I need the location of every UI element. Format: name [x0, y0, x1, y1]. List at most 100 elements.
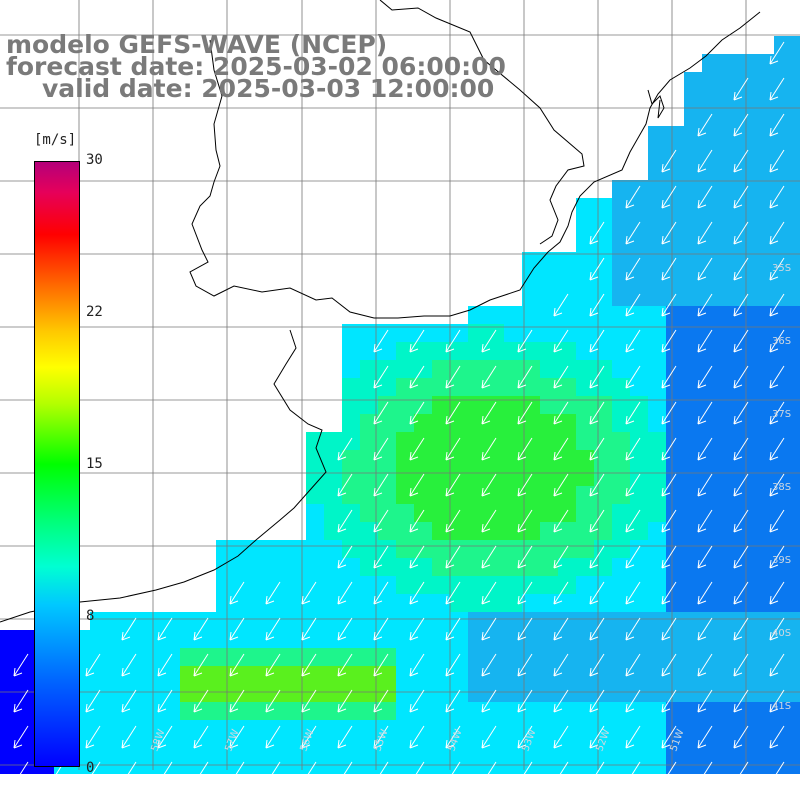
wind-cell — [666, 702, 684, 720]
wind-cell — [702, 180, 720, 198]
wind-cell — [432, 324, 450, 342]
wind-arrow — [697, 113, 713, 137]
wind-cell — [486, 468, 504, 486]
wind-cell — [612, 216, 630, 234]
wind-cell — [576, 234, 594, 252]
wind-cell — [684, 216, 702, 234]
wind-cell — [666, 324, 684, 342]
wind-cell — [288, 648, 306, 666]
wind-cell — [612, 540, 630, 558]
wind-cell — [360, 612, 378, 630]
wind-cell — [432, 720, 450, 738]
wind-arrow — [445, 329, 461, 353]
wind-cell — [558, 468, 576, 486]
wind-cell — [504, 432, 522, 450]
wind-cell — [342, 630, 360, 648]
wind-arrow — [553, 365, 569, 389]
wind-cell — [270, 666, 288, 684]
wind-cell — [360, 396, 378, 414]
wind-arrow — [517, 401, 533, 425]
wind-cell — [432, 540, 450, 558]
wind-cell — [666, 594, 684, 612]
wind-cell — [792, 162, 800, 180]
wind-cell — [414, 666, 432, 684]
wind-cell — [342, 432, 360, 450]
wind-arrow — [13, 653, 29, 677]
wind-cell — [612, 198, 630, 216]
wind-cell — [486, 612, 504, 630]
wind-cell — [468, 738, 486, 756]
wind-cell — [666, 612, 684, 630]
wind-cell — [504, 684, 522, 702]
wind-cell — [450, 522, 468, 540]
wind-cell — [702, 144, 720, 162]
wind-arrow — [697, 221, 713, 245]
wind-cell — [612, 576, 630, 594]
wind-cell — [576, 504, 594, 522]
wind-cell — [126, 720, 144, 738]
lat-label: 35S — [772, 263, 791, 274]
wind-cell — [792, 108, 800, 126]
wind-cell — [162, 666, 180, 684]
wind-cell — [648, 594, 666, 612]
wind-cell — [648, 342, 666, 360]
wind-cell — [396, 432, 414, 450]
wind-cell — [342, 324, 360, 342]
wind-cell — [720, 378, 738, 396]
wind-cell — [738, 216, 756, 234]
colorbar-tick-label: 15 — [86, 456, 103, 472]
wind-cell — [126, 648, 144, 666]
wind-cell — [324, 540, 342, 558]
wind-cell — [468, 612, 486, 630]
wind-cell — [756, 126, 774, 144]
wind-cell — [288, 558, 306, 576]
wind-cell — [774, 270, 792, 288]
wind-cell — [270, 630, 288, 648]
wind-cell — [378, 432, 396, 450]
wind-cell — [342, 540, 360, 558]
wind-cell — [756, 666, 774, 684]
wind-cell — [108, 684, 126, 702]
wind-arrow — [769, 257, 785, 281]
wind-cell — [684, 144, 702, 162]
wind-arrow — [661, 725, 677, 749]
wind-cell — [378, 576, 396, 594]
wind-cell — [630, 522, 648, 540]
wind-arrow — [157, 617, 173, 641]
wind-cell — [450, 576, 468, 594]
wind-arrow — [661, 545, 677, 569]
wind-cell — [576, 288, 594, 306]
wind-cell — [774, 486, 792, 504]
wind-cell — [576, 738, 594, 756]
wind-cell — [324, 432, 342, 450]
wind-arrow — [445, 617, 461, 641]
wind-cell — [738, 378, 756, 396]
wind-cell — [252, 684, 270, 702]
wind-cell — [720, 612, 738, 630]
wind-cell — [612, 414, 630, 432]
wind-cell — [360, 504, 378, 522]
wind-cell — [594, 576, 612, 594]
wind-cell — [522, 306, 540, 324]
wind-cell — [288, 720, 306, 738]
wind-cell — [594, 666, 612, 684]
wind-cell — [486, 504, 504, 522]
wind-cell — [558, 540, 576, 558]
wind-arrow — [85, 653, 101, 677]
wind-cell — [360, 648, 378, 666]
wind-cell — [576, 720, 594, 738]
wind-cell — [666, 180, 684, 198]
wind-cell — [288, 684, 306, 702]
wind-cell — [378, 414, 396, 432]
wind-cell — [684, 108, 702, 126]
wind-cell — [630, 252, 648, 270]
wind-cell — [324, 630, 342, 648]
wind-arrow — [445, 581, 461, 605]
wind-cell — [702, 162, 720, 180]
wind-cell — [630, 504, 648, 522]
wind-cell — [18, 738, 36, 756]
wind-cell — [216, 594, 234, 612]
wind-cell — [342, 558, 360, 576]
wind-cell — [414, 468, 432, 486]
wind-cell — [378, 648, 396, 666]
